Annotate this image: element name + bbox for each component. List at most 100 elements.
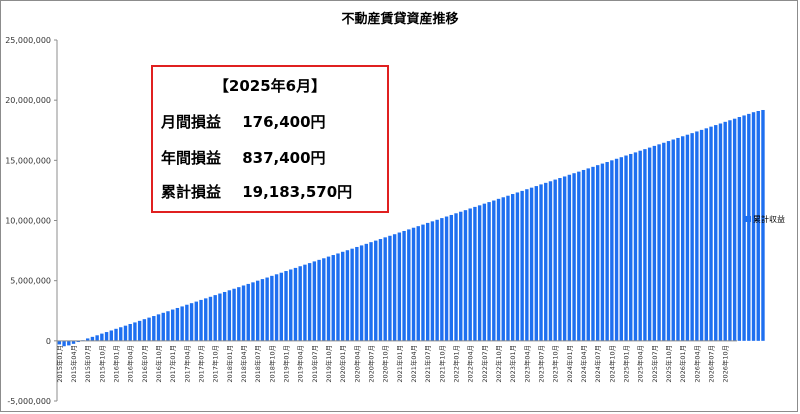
bar <box>666 141 671 341</box>
bar <box>633 152 638 341</box>
bar <box>340 251 345 341</box>
x-tick-label: 2018年10月 <box>267 345 276 383</box>
bar <box>336 253 340 341</box>
bar <box>241 285 246 341</box>
x-tick-label: 2026年04月 <box>692 345 701 383</box>
bar <box>416 226 420 341</box>
bar <box>402 230 406 341</box>
bar <box>100 333 104 341</box>
bar <box>676 137 680 341</box>
bar <box>397 232 402 341</box>
bar <box>581 169 586 341</box>
x-tick-label: 2018年01月 <box>225 345 234 383</box>
bar <box>378 239 383 341</box>
x-tick-label: 2020年10月 <box>381 345 390 383</box>
bar <box>492 200 496 341</box>
bar <box>114 328 118 341</box>
bar <box>227 290 232 341</box>
bar <box>444 216 449 341</box>
bar <box>199 299 203 341</box>
bar <box>67 340 71 346</box>
bar <box>246 283 250 341</box>
y-tick-label: 5,000,000 <box>10 277 51 286</box>
bar <box>525 189 529 341</box>
bar <box>307 263 312 341</box>
bar <box>411 227 416 341</box>
bar <box>459 211 463 341</box>
bar <box>208 296 213 341</box>
bar <box>468 208 472 341</box>
x-tick-label: 2018年04月 <box>239 345 248 383</box>
bar <box>237 287 241 341</box>
bar <box>260 279 265 341</box>
bar <box>218 293 222 341</box>
bar <box>255 280 260 341</box>
bar <box>662 142 666 341</box>
bar <box>629 153 633 341</box>
y-tick-label: 25,000,000 <box>5 36 51 45</box>
bar <box>553 179 557 341</box>
bar <box>595 165 600 341</box>
bar <box>600 163 605 341</box>
bar <box>350 248 354 341</box>
y-tick-label: -5,000,000 <box>7 397 51 406</box>
bar <box>392 234 397 341</box>
bar <box>638 150 642 341</box>
bar <box>567 174 572 341</box>
bar <box>156 314 161 341</box>
x-tick-label: 2025年04月 <box>636 345 645 383</box>
bar <box>718 123 723 341</box>
bar <box>510 194 515 341</box>
cumulative-profit-value: 19,183,570円 <box>242 183 353 201</box>
bar <box>643 149 647 341</box>
x-tick-label: 2023年04月 <box>522 345 531 383</box>
x-tick-label: 2020年04月 <box>352 345 361 383</box>
bar <box>647 147 652 341</box>
x-tick-label: 2017年10月 <box>211 345 220 383</box>
y-tick-label: 10,000,000 <box>5 217 51 226</box>
bar <box>95 335 99 341</box>
bar <box>614 158 619 341</box>
x-tick-label: 2026年10月 <box>721 345 730 383</box>
bar <box>699 129 704 341</box>
x-tick-label: 2021年04月 <box>409 345 418 383</box>
x-tick-label: 2015年01月 <box>55 345 64 383</box>
annual-profit-label: 年間損益 <box>161 149 222 167</box>
bar <box>685 134 690 341</box>
bar <box>449 214 454 341</box>
bar <box>562 176 567 341</box>
summary-box: 【2025年6月】 月間損益 176,400円 年間損益 837,400円 累計… <box>151 65 389 213</box>
bar <box>128 323 132 341</box>
bar <box>435 219 439 341</box>
bar <box>506 195 510 341</box>
x-tick-label: 2023年07月 <box>537 345 546 383</box>
bar <box>440 218 444 341</box>
bar <box>270 275 274 341</box>
bar <box>185 304 189 341</box>
y-tick-label: 20,000,000 <box>5 96 51 105</box>
bar <box>680 136 685 341</box>
bar <box>454 213 458 341</box>
bar <box>544 182 548 341</box>
bar <box>756 111 760 341</box>
bar <box>487 202 491 341</box>
summary-heading: 【2025年6月】 <box>213 77 327 95</box>
bar <box>652 145 657 341</box>
bar <box>463 210 468 341</box>
bar <box>529 187 534 341</box>
bar <box>383 237 387 341</box>
bar <box>180 306 184 341</box>
bar <box>109 330 114 341</box>
cumulative-profit-label: 累計損益 <box>161 183 222 201</box>
bar <box>119 327 123 341</box>
x-tick-label: 2016年01月 <box>112 345 121 383</box>
x-tick-label: 2019年04月 <box>296 345 305 383</box>
cumulative-profit-row: 累計損益 19,183,570円 <box>161 181 352 202</box>
bar <box>477 205 482 341</box>
bar <box>142 319 147 341</box>
x-tick-label: 2018年07月 <box>253 345 262 383</box>
bar <box>671 139 675 341</box>
bar <box>312 261 317 341</box>
bar <box>624 155 628 341</box>
